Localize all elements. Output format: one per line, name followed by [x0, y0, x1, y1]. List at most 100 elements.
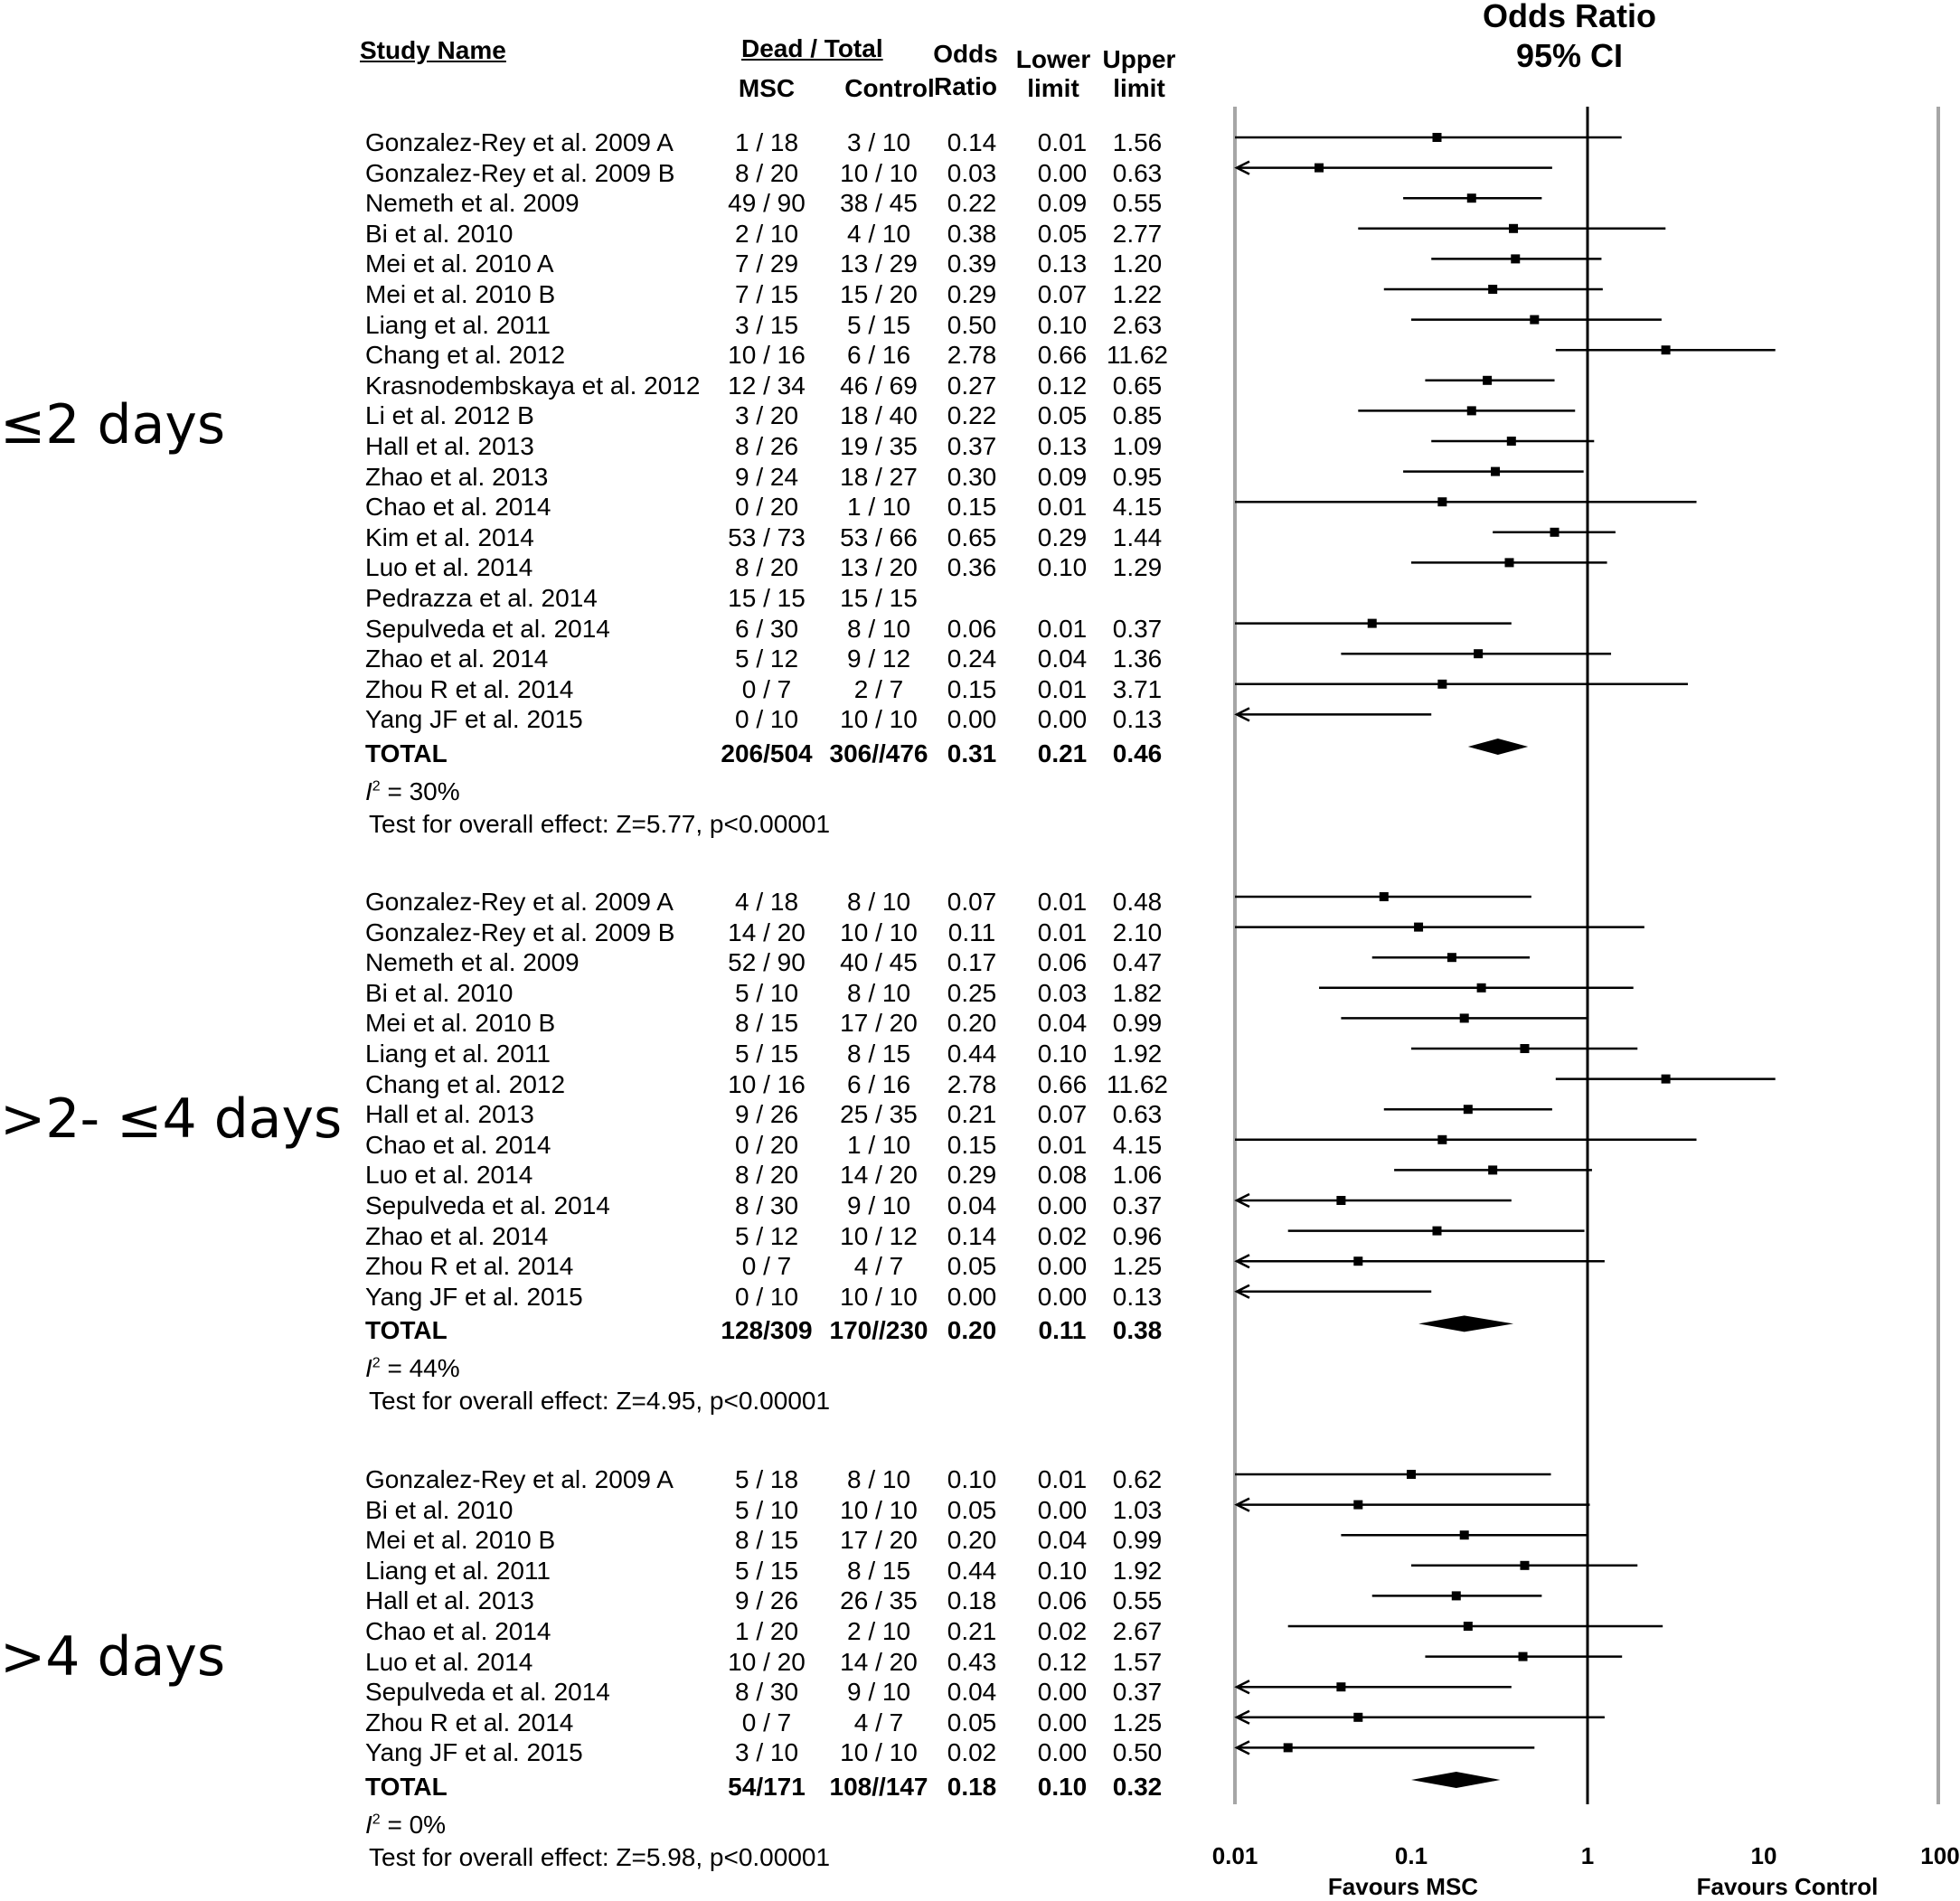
msc-dead-total: 8 / 15 — [734, 1009, 799, 1038]
odds-ratio-marker — [1437, 497, 1447, 507]
odds-ratio-marker — [1504, 558, 1514, 568]
study-name: Hall et al. 2013 — [365, 1100, 534, 1129]
lower-limit: 0.66 — [1037, 1069, 1088, 1098]
odds-ratio: 0.11 — [947, 918, 996, 946]
odds-ratio: 0.07 — [947, 888, 997, 916]
odds-ratio: 0.00 — [947, 1282, 997, 1311]
odds-ratio: 0.44 — [947, 1556, 997, 1585]
odds-ratio: 0.27 — [947, 371, 997, 400]
ci-arrow-left — [1234, 1192, 1250, 1209]
msc-dead-total: 8 / 30 — [734, 1191, 799, 1219]
lower-limit: 0.12 — [1037, 1647, 1088, 1676]
lower-header: Lower — [1015, 45, 1091, 73]
odds-ratio-marker — [1432, 133, 1442, 142]
upper-limit: 0.63 — [1112, 158, 1163, 187]
heterogeneity-i2: I2 = 44% — [365, 1356, 460, 1381]
msc-dead-total: 2 / 10 — [734, 219, 799, 248]
ci-arrow-left — [1234, 707, 1250, 722]
lower-limit: 0.01 — [1037, 918, 1088, 946]
odds-ratio: 0.04 — [947, 1678, 997, 1707]
odds-ratio: 0.05 — [947, 1252, 997, 1281]
msc-dead-total: 5 / 10 — [734, 1495, 799, 1524]
study-name: Luo et al. 2014 — [365, 553, 533, 582]
upper-limit: 0.37 — [1112, 1678, 1163, 1707]
odds-ratio-marker — [1353, 1256, 1363, 1266]
odds-ratio: 0.22 — [947, 401, 997, 430]
control-dead-total: 1 / 10 — [846, 1130, 911, 1159]
upper-limit: 0.99 — [1112, 1009, 1163, 1038]
msc-dead-total: 0 / 10 — [734, 1282, 799, 1311]
odds-ratio: 0.03 — [947, 158, 997, 187]
lower-limit: 0.21 — [1037, 739, 1088, 767]
ratio-header: Ratio — [934, 72, 997, 100]
pooled-diamond — [1418, 1315, 1514, 1332]
odds-ratio-marker — [1488, 1165, 1498, 1175]
study-name: Liang et al. 2011 — [365, 1556, 551, 1585]
study-name: Gonzalez-Rey et al. 2009 B — [365, 158, 675, 187]
odds-ratio-marker — [1432, 1226, 1442, 1236]
lower-limit: 0.11 — [1038, 1316, 1087, 1345]
upper-limit: 1.25 — [1112, 1708, 1163, 1736]
control-dead-total: 13 / 29 — [840, 249, 918, 278]
control-dead-total: 46 / 69 — [840, 371, 918, 400]
odds-ratio-marker — [1451, 1591, 1461, 1601]
lower-limit: 0.00 — [1037, 158, 1088, 187]
lower-limit: 0.07 — [1037, 1100, 1088, 1129]
ci-arrow-left — [1234, 160, 1250, 175]
odds-ratio-marker — [1336, 1682, 1346, 1692]
study-name: Bi et al. 2010 — [365, 1495, 514, 1524]
heterogeneity-i2: I2 = 30% — [365, 779, 460, 805]
odds-ratio: 0.17 — [947, 948, 997, 977]
lower-limit: 0.04 — [1037, 1526, 1088, 1555]
control-dead-total: 14 / 20 — [840, 1647, 918, 1676]
lower-limit: 0.02 — [1037, 1617, 1088, 1645]
msc-dead-total: 8 / 20 — [734, 553, 799, 582]
study-name: Zhao et al. 2014 — [365, 645, 549, 673]
control-dead-total: 2 / 7 — [853, 674, 904, 703]
upper-limit: 0.13 — [1112, 705, 1163, 734]
lower-limit: 0.10 — [1037, 310, 1088, 339]
odds-ratio: 0.37 — [947, 432, 997, 460]
odds-ratio: 0.24 — [947, 645, 997, 673]
x-label-favours-msc: Favours MSC — [1327, 1873, 1479, 1900]
lower-limit: 0.08 — [1037, 1161, 1088, 1190]
x-tick-label: 0.1 — [1394, 1842, 1428, 1869]
lower-limit: 0.01 — [1037, 614, 1088, 643]
upper-limit: 0.48 — [1112, 888, 1163, 916]
msc-dead-total: 5 / 18 — [734, 1465, 799, 1493]
odds-ratio-marker — [1661, 345, 1671, 355]
msc-dead-total: 5 / 12 — [734, 645, 799, 673]
study-name: Chang et al. 2012 — [365, 1069, 566, 1098]
control-dead-total: 15 / 15 — [840, 584, 918, 612]
odds-ratio: 0.20 — [947, 1526, 997, 1555]
upper-limit: 0.55 — [1112, 189, 1163, 218]
control-dead-total: 10 / 10 — [840, 1495, 918, 1524]
upper-limit: 0.46 — [1112, 739, 1163, 767]
msc-dead-total: 8 / 20 — [734, 158, 799, 187]
ci-arrow-left — [1234, 1709, 1250, 1725]
upper-limit: 0.13 — [1112, 1282, 1163, 1311]
control-dead-total: 8 / 10 — [846, 614, 911, 643]
lower-limit: 0.13 — [1037, 249, 1088, 278]
odds-ratio: 0.29 — [947, 280, 997, 308]
upper-limit: 11.62 — [1107, 341, 1168, 370]
odds-ratio: 0.18 — [947, 1586, 997, 1615]
control-dead-total: 10 / 10 — [840, 705, 918, 734]
odds-ratio-marker — [1283, 1743, 1293, 1753]
upper-limit: 11.62 — [1107, 1069, 1168, 1098]
upper-limit: 1.56 — [1112, 128, 1163, 156]
odds-ratio-marker — [1466, 406, 1476, 416]
odds-ratio-marker — [1463, 1105, 1473, 1115]
study-name: Mei et al. 2010 B — [365, 280, 556, 308]
msc-dead-total: 0 / 7 — [741, 674, 792, 703]
odds-ratio: 0.04 — [947, 1191, 997, 1219]
control-dead-total: 10 / 10 — [840, 918, 918, 946]
control-dead-total: 10 / 10 — [840, 1738, 918, 1767]
study-name: Yang JF et al. 2015 — [365, 705, 583, 734]
upper-limit: 1.57 — [1112, 1647, 1163, 1676]
lower-limit: 0.01 — [1037, 674, 1088, 703]
study-name: Zhou R et al. 2014 — [365, 1252, 574, 1281]
overall-effect-test: Test for overall effect: Z=5.98, p<0.000… — [369, 1843, 831, 1871]
msc-dead-total: 5 / 15 — [734, 1040, 799, 1068]
control-header: Control — [844, 74, 935, 102]
